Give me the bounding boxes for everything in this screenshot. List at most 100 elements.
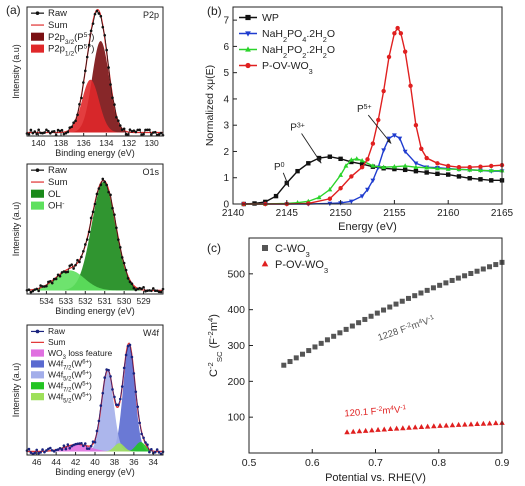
x-tick-label: 140 <box>31 138 45 148</box>
legend-label-part: 6+ <box>82 371 89 377</box>
data-point <box>474 268 480 274</box>
y-tick-label: 100 <box>227 412 245 424</box>
data-point <box>402 167 408 173</box>
data-point <box>391 133 397 138</box>
legend-label-part: PO <box>287 44 302 56</box>
data-point <box>370 163 376 168</box>
annotation-label-part: P <box>290 122 297 133</box>
data-point <box>350 428 356 434</box>
raw-point <box>39 284 42 287</box>
data-point <box>370 178 376 183</box>
panel-b-xanes: (b)2140 2145 2150 2155 2160 216501234567Energ… <box>204 4 514 233</box>
raw-point <box>70 125 73 129</box>
raw-point <box>47 129 50 133</box>
x-tick-label: 0.6 <box>305 457 320 469</box>
data-point <box>359 158 365 163</box>
data-point <box>480 266 486 272</box>
legend-label: OH- <box>48 200 64 212</box>
raw-point <box>74 119 77 123</box>
raw-point <box>109 83 112 86</box>
y-tick-label: 6 <box>223 42 229 53</box>
raw-point <box>52 277 56 281</box>
raw-point <box>120 256 124 259</box>
data-point <box>397 136 403 141</box>
raw-point <box>43 285 46 288</box>
raw-point <box>103 180 107 184</box>
slope-annotation-part: V <box>394 405 402 416</box>
panel-tag: (a) <box>6 3 21 17</box>
legend-swatch <box>31 201 44 210</box>
data-point <box>486 420 493 426</box>
x-tick-label: 0.7 <box>368 457 383 469</box>
raw-point <box>107 66 110 69</box>
data-point <box>405 295 411 301</box>
data-point <box>489 163 494 169</box>
data-point <box>348 157 354 162</box>
data-point <box>437 282 443 288</box>
raw-point <box>45 449 48 452</box>
x-tick-label: 2140 <box>222 208 245 219</box>
raw-point <box>113 395 116 399</box>
raw-point <box>60 448 64 451</box>
legend-label: OL <box>48 189 61 200</box>
raw-point <box>109 375 112 378</box>
raw-point <box>101 177 105 181</box>
legend-label-part: 5/2 <box>63 398 71 404</box>
data-point <box>343 163 349 168</box>
raw-point <box>74 442 77 446</box>
slope-annotation-part: 120.1 F <box>344 406 377 419</box>
raw-point <box>47 447 50 451</box>
raw-point <box>56 128 60 132</box>
raw-point <box>52 130 56 133</box>
raw-point <box>97 12 101 15</box>
data-point <box>316 155 322 161</box>
data-point <box>413 161 419 166</box>
x-axis-label: Binding energy (eV) <box>55 148 135 158</box>
data-point <box>375 426 381 432</box>
data-point <box>462 421 468 427</box>
component-fill-OL <box>27 181 163 291</box>
x-tick-label: 2145 <box>276 208 299 219</box>
y-tick-label: 4 <box>223 94 229 105</box>
legend-label-part: 3 <box>306 250 310 259</box>
panel-title: P2p <box>143 10 159 20</box>
raw-point <box>68 447 72 450</box>
data-point <box>327 154 333 159</box>
data-point <box>386 54 392 60</box>
raw-point <box>117 403 120 407</box>
raw-point <box>93 12 97 16</box>
plot-frame <box>26 6 164 137</box>
raw-point <box>144 441 147 444</box>
data-point <box>381 148 387 153</box>
y-tick-label: 3 <box>223 121 229 132</box>
data-point <box>338 156 343 162</box>
annotation-arrowhead <box>317 158 322 164</box>
raw-point <box>39 451 42 454</box>
raw-point <box>54 277 58 281</box>
legend-marker <box>261 260 269 267</box>
raw-point <box>87 447 91 450</box>
data-point <box>406 424 412 430</box>
x-tick-label: 42 <box>71 457 81 467</box>
raw-point <box>89 29 93 33</box>
raw-point <box>80 441 83 445</box>
raw-point <box>153 450 157 454</box>
raw-point <box>33 130 37 133</box>
data-point <box>424 165 430 170</box>
y-tick-label: 0 <box>223 200 229 211</box>
y-axis-label-part: ) <box>208 314 220 318</box>
y-axis-label: C-2SC (F-2m4) <box>206 314 224 377</box>
raw-point <box>142 132 145 136</box>
raw-point <box>49 446 52 450</box>
raw-point <box>31 289 35 293</box>
data-point <box>424 423 431 429</box>
panel-a-p2p: 140 138 136 134 132 130 Binding energy (eV) Int… <box>6 3 165 158</box>
raw-point <box>130 282 134 285</box>
raw-point <box>50 281 54 285</box>
y-tick-label: 7 <box>223 16 229 27</box>
x-tick-label: 531 <box>98 296 112 306</box>
slope-annotation-part: 4 <box>417 317 423 325</box>
raw-point <box>134 288 138 292</box>
raw-point <box>72 267 75 270</box>
legend-swatch <box>31 382 44 390</box>
